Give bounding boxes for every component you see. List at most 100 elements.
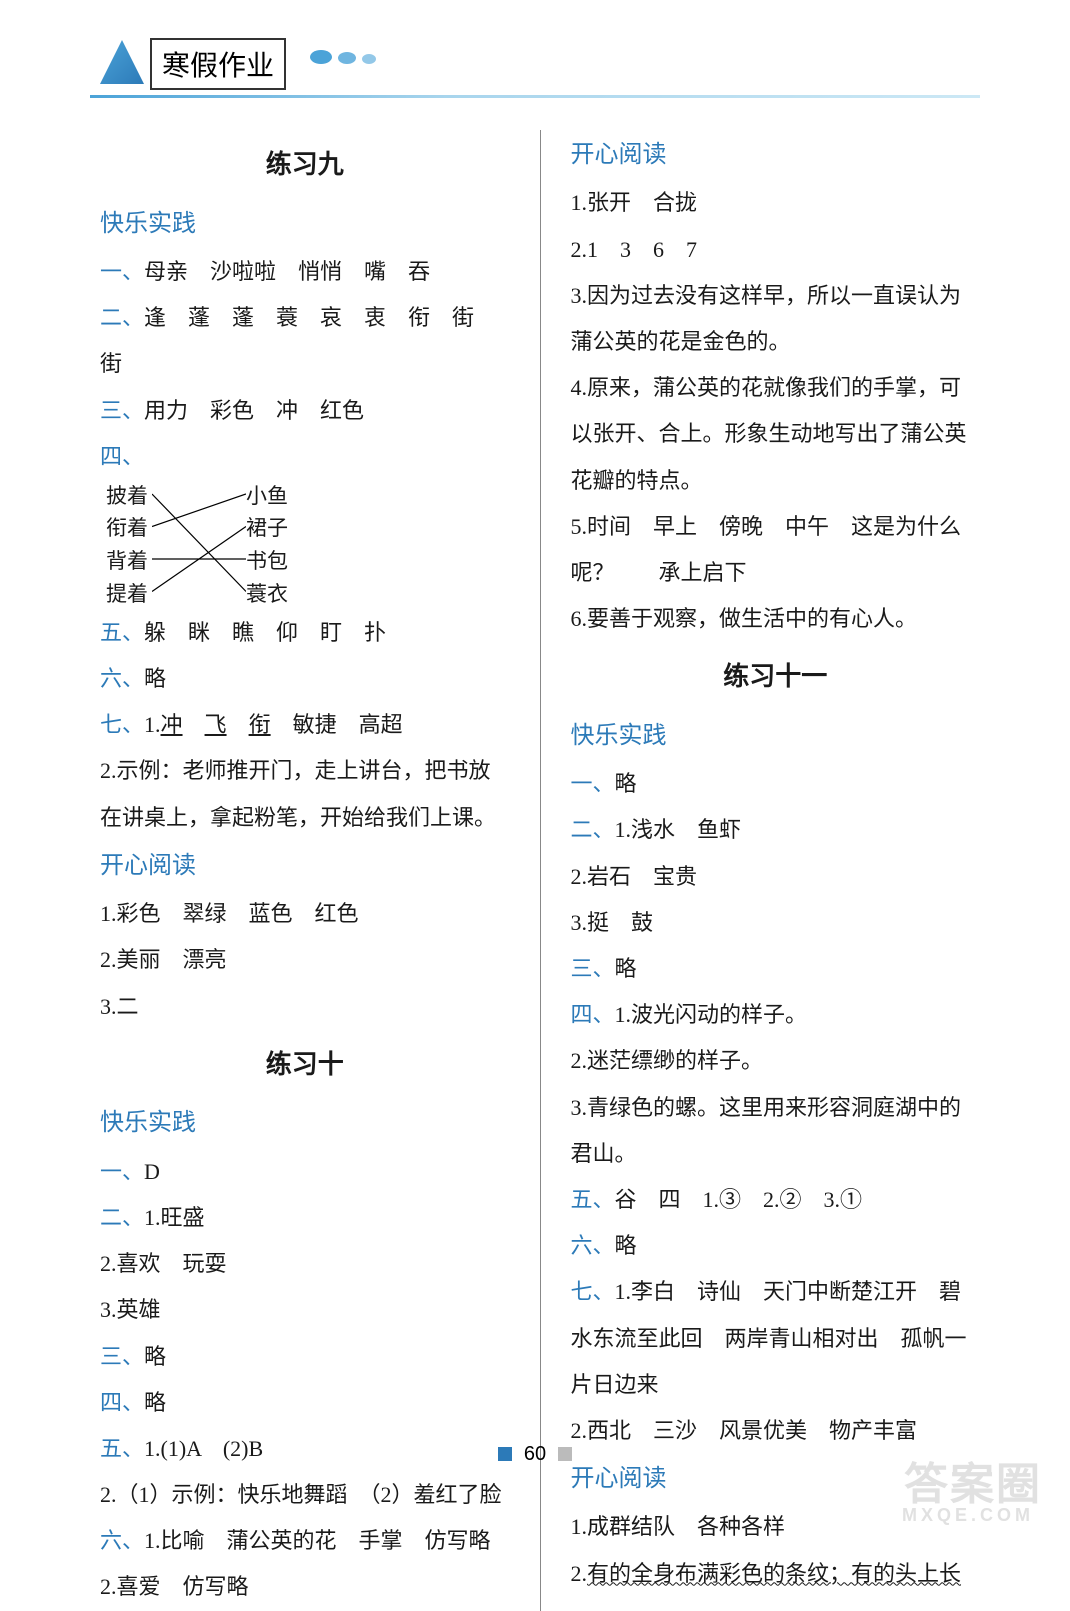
ex11-2-3: 3.挺 鼓	[571, 900, 981, 946]
num: 七、	[571, 1279, 615, 1304]
ex9-7-2: 2.示例：老师推开门，走上讲台，把书放在讲桌上，拿起粉笔，开始给我们上课。	[100, 748, 510, 840]
ex11-r2: 2.有的全身布满彩色的条纹；有的头上长	[571, 1551, 981, 1597]
ex9-3: 三、用力 彩色 冲 红色	[100, 388, 510, 434]
text: 略	[144, 1390, 166, 1415]
num: 二、	[100, 305, 144, 330]
ex9-r2: 2.美丽 漂亮	[100, 937, 510, 983]
header-dots-decor	[310, 50, 382, 69]
ex9-5: 五、躲 眯 瞧 仰 盯 扑	[100, 610, 510, 656]
num: 四、	[571, 1002, 615, 1027]
num: 二、	[100, 1205, 144, 1230]
ex9-r1: 1.彩色 翠绿 蓝色 红色	[100, 891, 510, 937]
ex11-2-1: 二、1.浅水 鱼虾	[571, 807, 981, 853]
num: 三、	[571, 956, 615, 981]
r-r2: 2.1 3 6 7	[571, 227, 981, 273]
watermark-sub: MXQE.COM	[902, 1505, 1034, 1526]
text: 2.	[571, 1561, 588, 1586]
num: 三、	[100, 1344, 144, 1369]
header-logo-icon	[100, 40, 144, 84]
ex11-7-1: 七、1.李白 诗仙 天门中断楚江开 碧水东流至此回 两岸青山相对出 孤帆一片日边…	[571, 1269, 981, 1408]
ex10-6-2: 2.喜爱 仿写略	[100, 1564, 510, 1610]
ex11-practice-heading: 快乐实践	[571, 711, 981, 761]
text: 略	[144, 666, 166, 691]
text: 1.波光闪动的样子。	[615, 1002, 808, 1027]
num: 五、	[100, 620, 144, 645]
num: 七、	[100, 712, 144, 737]
ex10-2-1: 二、1.旺盛	[100, 1195, 510, 1241]
num: 一、	[100, 1159, 144, 1184]
ex10-4: 四、略	[100, 1380, 510, 1426]
ex10-title: 练习十	[100, 1038, 510, 1093]
num: 六、	[100, 1528, 144, 1553]
header-title: 寒假作业	[150, 38, 286, 90]
num: 一、	[100, 259, 144, 284]
text: 略	[615, 1233, 637, 1258]
left-column: 练习九 快乐实践 一、母亲 沙啦啦 悄悄 嘴 吞 二、逢 蓬 蓬 蓑 哀 衷 衔…	[100, 130, 541, 1611]
ex10-6-1: 六、1.比喻 蒲公英的花 手掌 仿写略	[100, 1518, 510, 1564]
num: 五、	[571, 1187, 615, 1212]
match-lines	[152, 484, 246, 606]
ex11-6: 六、略	[571, 1223, 981, 1269]
ex11-4-1: 四、1.波光闪动的样子。	[571, 992, 981, 1038]
ex11-title: 练习十一	[571, 650, 981, 705]
match-right-col: 小鱼 裙子 书包 蓑衣	[246, 480, 288, 610]
u: 飞	[205, 712, 227, 737]
ex11-5: 五、谷 四 1.③ 2.② 3.①	[571, 1177, 981, 1223]
text: 略	[144, 1344, 166, 1369]
match-item: 书包	[246, 545, 288, 578]
ex11-1: 一、略	[571, 761, 981, 807]
text: 躲 眯 瞧 仰 盯 扑	[144, 620, 386, 645]
text: 谷 四 1.③ 2.② 3.①	[615, 1187, 863, 1212]
num: 四、	[100, 444, 144, 469]
num: 四、	[100, 1390, 144, 1415]
r-r1: 1.张开 合拢	[571, 180, 981, 226]
ex10-practice-heading: 快乐实践	[100, 1098, 510, 1148]
text: 1.李白 诗仙 天门中断楚江开 碧水东流至此回 两岸青山相对出 孤帆一片日边来	[571, 1279, 967, 1396]
text: D	[144, 1159, 160, 1184]
match-item: 披着	[106, 480, 148, 513]
num: 二、	[571, 817, 615, 842]
ex9-6: 六、略	[100, 656, 510, 702]
text: 用力 彩色 冲 红色	[144, 398, 364, 423]
text: 敏捷 高超	[271, 712, 403, 737]
page-header: 寒假作业	[0, 0, 1070, 120]
match-item: 蓑衣	[246, 578, 288, 611]
text: 母亲 沙啦啦 悄悄 嘴 吞	[144, 259, 430, 284]
content-area: 练习九 快乐实践 一、母亲 沙啦啦 悄悄 嘴 吞 二、逢 蓬 蓬 蓑 哀 衷 衔…	[0, 120, 1070, 1611]
ex9-1: 一、母亲 沙啦啦 悄悄 嘴 吞	[100, 249, 510, 295]
text: 1.比喻 蒲公英的花 手掌 仿写略	[144, 1528, 491, 1553]
match-item: 提着	[106, 578, 148, 611]
footer-sq-blue-icon	[498, 1447, 512, 1461]
num: 六、	[571, 1233, 615, 1258]
text: 1.浅水 鱼虾	[615, 817, 742, 842]
ex11-2-2: 2.岩石 宝贵	[571, 854, 981, 900]
ex9-title: 练习九	[100, 138, 510, 193]
matching-diagram: 披着 衔着 背着 提着 小鱼 裙子 书包 蓑衣	[106, 480, 326, 610]
ex9-7-1: 七、1.冲 飞 衔 敏捷 高超	[100, 702, 510, 748]
ex9-2: 二、逢 蓬 蓬 蓑 哀 衷 衔 街 街	[100, 295, 510, 387]
wavy-text: 有的全身布满彩色的条纹；有的头上长	[587, 1561, 961, 1586]
ex10-3: 三、略	[100, 1334, 510, 1380]
ex9-reading-heading: 开心阅读	[100, 841, 510, 891]
text: 1.旺盛	[144, 1205, 205, 1230]
r-r5: 5.时间 早上 傍晚 中午 这是为什么呢？ 承上启下	[571, 504, 981, 596]
ex10-1: 一、D	[100, 1149, 510, 1195]
match-item: 背着	[106, 545, 148, 578]
text: 略	[615, 771, 637, 796]
right-column: 开心阅读 1.张开 合拢 2.1 3 6 7 3.因为过去没有这样早，所以一直误…	[541, 130, 981, 1611]
ex11-4-2: 2.迷茫缥缈的样子。	[571, 1038, 981, 1084]
header-underline	[90, 95, 980, 98]
text: 1.	[144, 712, 161, 737]
u: 冲	[161, 712, 183, 737]
footer-sq-gray-icon	[558, 1447, 572, 1461]
r-r4: 4.原来，蒲公英的花就像我们的手掌，可以张开、合上。形象生动地写出了蒲公英花瓣的…	[571, 365, 981, 504]
match-item: 衔着	[106, 512, 148, 545]
match-left-col: 披着 衔着 背着 提着	[106, 480, 148, 610]
ex11-3: 三、略	[571, 946, 981, 992]
num: 一、	[571, 771, 615, 796]
ex10-2-3: 3.英雄	[100, 1287, 510, 1333]
page-number: 60	[524, 1443, 546, 1465]
match-item: 小鱼	[246, 480, 288, 513]
ex9-practice-heading: 快乐实践	[100, 199, 510, 249]
watermark-main: 答案圈	[904, 1448, 1042, 1512]
